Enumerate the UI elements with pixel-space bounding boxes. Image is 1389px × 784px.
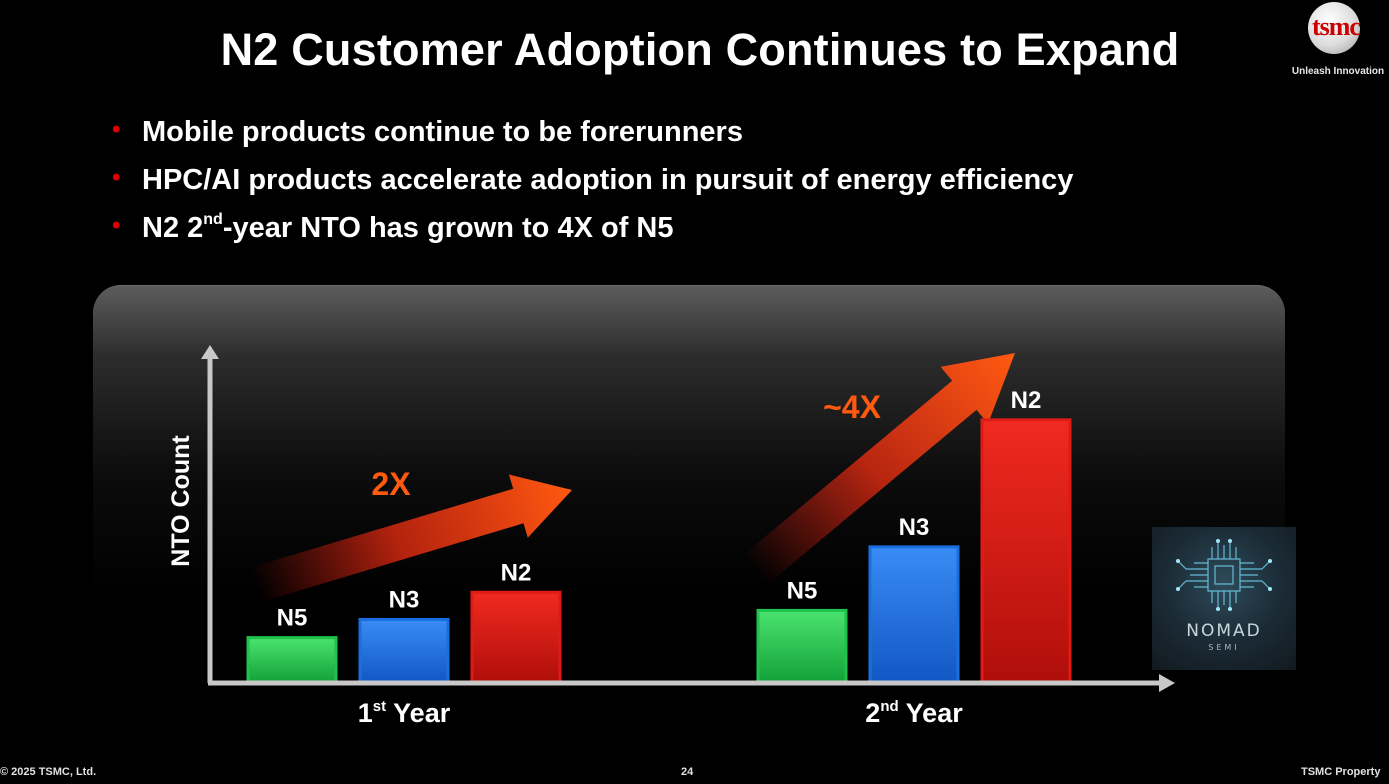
watermark-name: NOMAD — [1186, 621, 1262, 641]
growth-arrow-1 — [249, 474, 573, 603]
bar-n3 — [868, 545, 960, 685]
group-label-number: 1 — [358, 698, 373, 728]
bullet-item: • N2 2nd-year NTO has grown to 4X of N5 — [112, 208, 1073, 256]
bullet-text: N2 2nd-year NTO has grown to 4X of N5 — [142, 211, 674, 244]
bar-n3 — [358, 617, 450, 685]
bar-label: N3 — [389, 586, 420, 613]
bar-n2 — [980, 418, 1072, 685]
bar-label: N3 — [899, 514, 930, 541]
slide-title: N2 Customer Adoption Continues to Expand — [220, 24, 1180, 75]
footer-copyright: © 2025 TSMC, Ltd. — [0, 766, 97, 778]
bar-label: N2 — [501, 559, 532, 586]
growth-annotation: ~4X — [823, 389, 881, 425]
bar-n5 — [246, 636, 338, 685]
footer-property: TSMC Property — [1301, 766, 1381, 778]
growth-annotation: 2X — [371, 466, 411, 502]
y-axis-arrowhead — [201, 345, 219, 359]
group-label: 2nd Year — [865, 698, 963, 728]
bar-label: N5 — [277, 605, 308, 632]
bar-n5 — [756, 608, 848, 685]
bullet-list: • Mobile products continue to be forerun… — [112, 112, 1073, 256]
bullet-item: • HPC/AI products accelerate adoption in… — [112, 160, 1073, 208]
bar-label: N2 — [1011, 387, 1042, 414]
group-label-suffix: nd — [880, 698, 898, 715]
bullet-text: HPC/AI products accelerate adoption in p… — [142, 164, 1074, 196]
nomad-semi-watermark: NOMAD SEMI — [1152, 527, 1296, 670]
bullet-text: Mobile products continue to be forerunne… — [142, 116, 743, 148]
x-axis-arrowhead — [1159, 674, 1175, 692]
logo-wordmark: tsmc — [1312, 12, 1361, 41]
tsmc-logo: tsmc Unleash Innovation — [1288, 2, 1388, 82]
chip-circuit-icon — [1176, 539, 1272, 611]
bullet-dot-icon: • — [112, 116, 121, 143]
page-number: 24 — [681, 766, 694, 778]
group-label-text: Year — [899, 698, 964, 728]
logo-emblem — [1308, 2, 1360, 54]
group-label-text: Year — [386, 698, 451, 728]
bar-label: N5 — [787, 577, 818, 604]
y-axis-label: NTO Count — [167, 435, 195, 567]
bullet-dot-icon: • — [112, 212, 121, 239]
group-label: 1st Year — [358, 698, 451, 728]
bullet-item: • Mobile products continue to be forerun… — [112, 112, 1073, 160]
bar-n2 — [470, 590, 562, 685]
bullet-dot-icon: • — [112, 164, 121, 191]
growth-arrow-2 — [742, 353, 1015, 585]
group-label-suffix: st — [373, 698, 386, 715]
watermark-sub: SEMI — [1208, 643, 1240, 652]
group-label-number: 2 — [865, 698, 880, 728]
logo-tagline: Unleash Innovation — [1291, 66, 1385, 77]
